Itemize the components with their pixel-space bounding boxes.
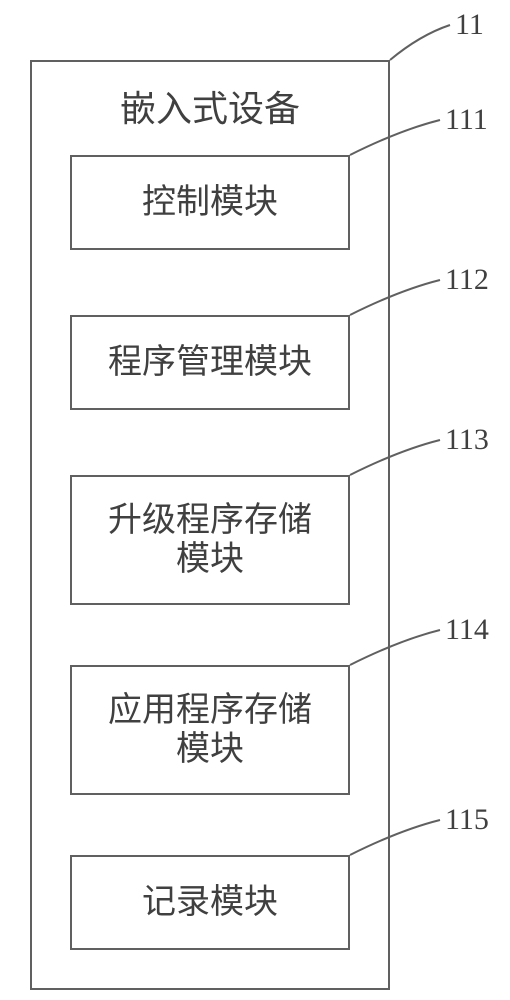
module-box-app-store: 应用程序存储模块 <box>70 665 350 795</box>
label-b2: 112 <box>445 263 489 297</box>
diagram-canvas: 嵌入式设备 11 控制模块 111 程序管理模块 112 升级程序存储模块 11… <box>0 0 510 1000</box>
module-box-program-mgmt: 程序管理模块 <box>70 315 350 410</box>
module-text-upgrade-store: 升级程序存储模块 <box>108 501 312 579</box>
module-text-control: 控制模块 <box>142 183 278 222</box>
module-text-app-store: 应用程序存储模块 <box>108 691 312 769</box>
label-outer: 11 <box>455 8 484 42</box>
label-b5: 115 <box>445 803 489 837</box>
module-box-upgrade-store: 升级程序存储模块 <box>70 475 350 605</box>
label-b3: 113 <box>445 423 489 457</box>
module-text-program-mgmt: 程序管理模块 <box>108 343 312 382</box>
label-b1: 111 <box>445 103 488 137</box>
module-box-control: 控制模块 <box>70 155 350 250</box>
outer-container-title: 嵌入式设备 <box>30 80 390 132</box>
module-box-record: 记录模块 <box>70 855 350 950</box>
label-b4: 114 <box>445 613 489 647</box>
module-text-record: 记录模块 <box>142 883 278 922</box>
